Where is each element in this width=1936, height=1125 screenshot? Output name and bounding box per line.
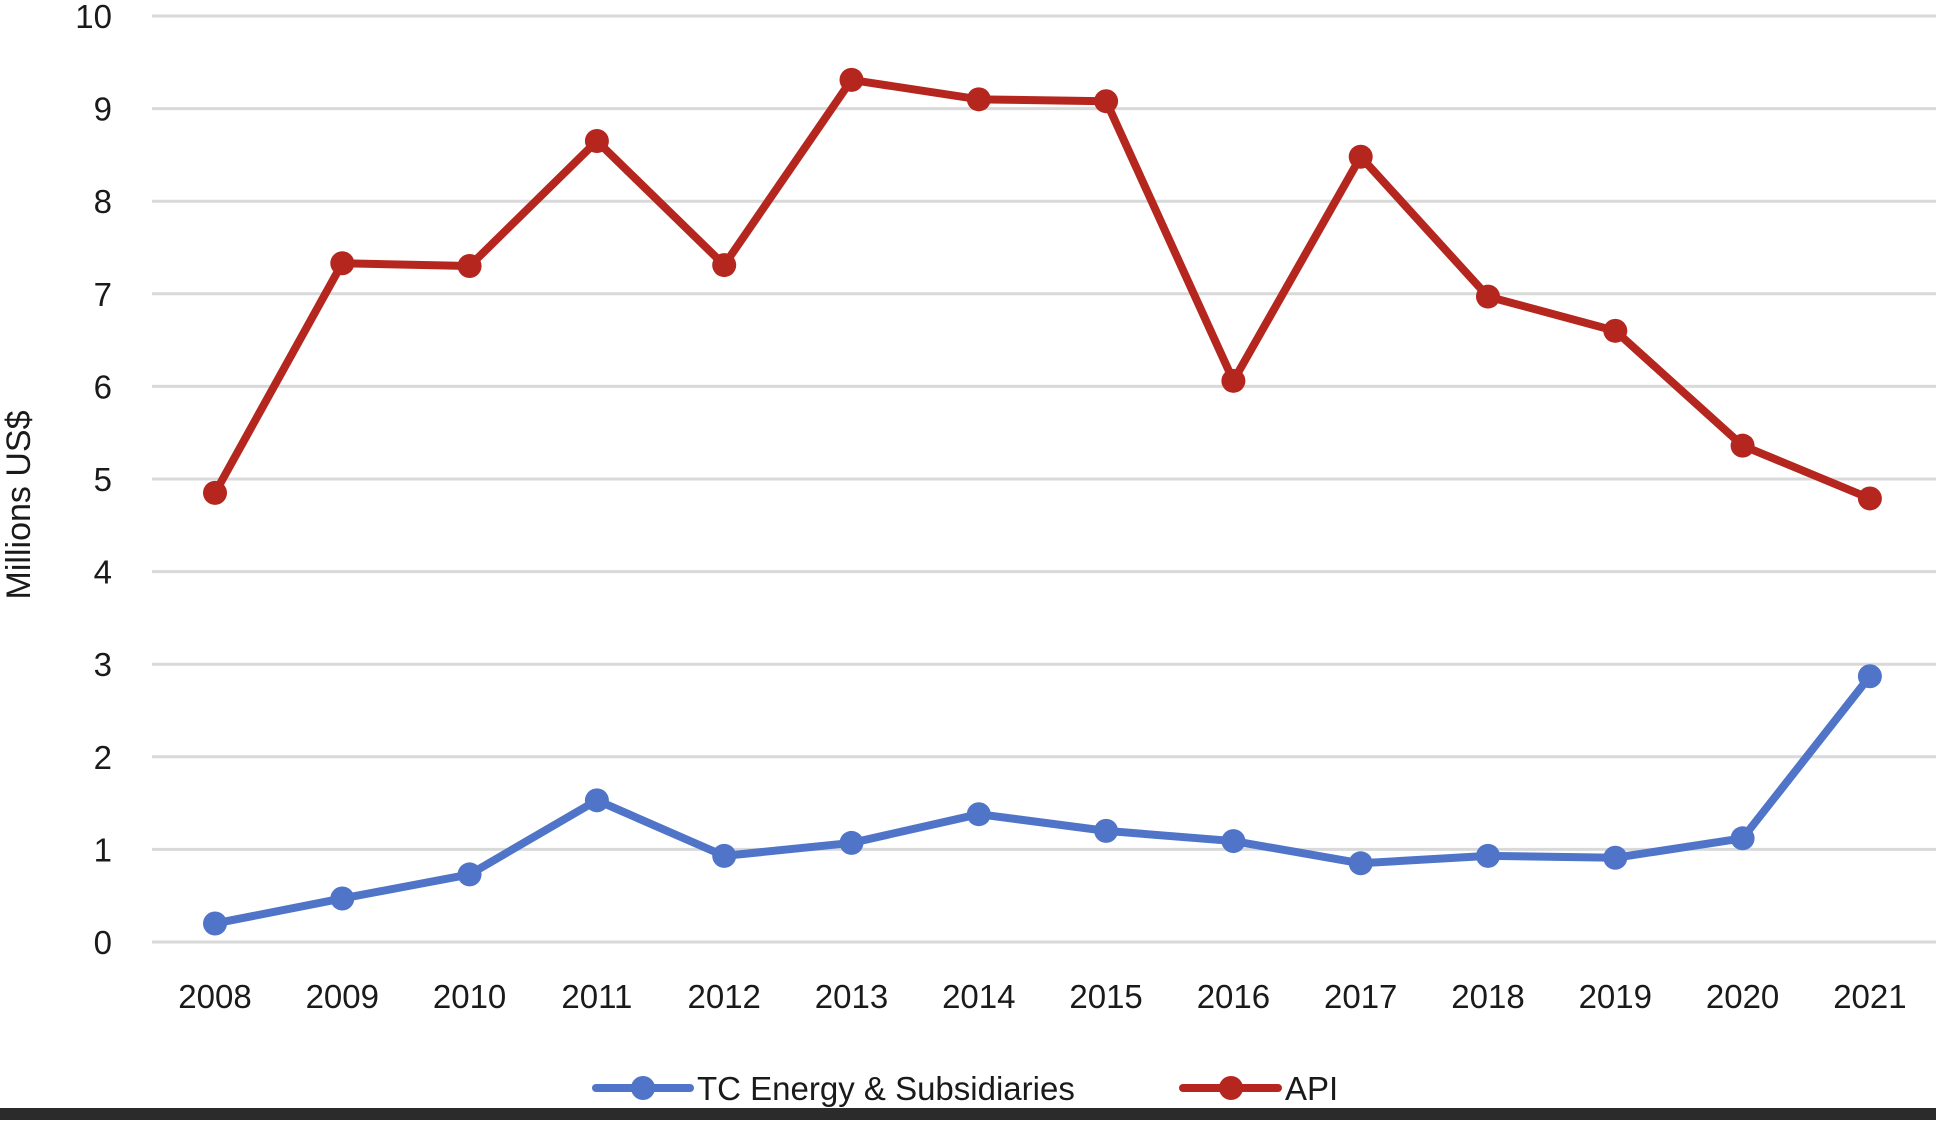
y-tick-label: 1	[94, 831, 112, 868]
data-point	[1221, 829, 1246, 854]
data-point	[966, 802, 991, 827]
data-point	[966, 87, 991, 112]
data-point	[1857, 664, 1882, 689]
series-line	[211, 672, 1874, 928]
data-point	[1476, 284, 1500, 309]
x-tick-label: 2008	[178, 978, 251, 1015]
y-tick-label: 6	[94, 368, 112, 405]
data-point	[1730, 826, 1755, 851]
x-tick-label: 2014	[942, 978, 1015, 1015]
x-tick-label: 2009	[306, 978, 379, 1015]
data-point	[712, 843, 737, 868]
data-point	[330, 251, 355, 276]
data-point	[457, 254, 482, 279]
x-tick-labels: 2008 2009 2010 2011 2012 2013 2014 2015 2016 2017…	[178, 978, 1906, 1015]
data-point	[203, 911, 227, 936]
data-point	[712, 253, 737, 278]
x-tick-label: 2010	[433, 978, 506, 1015]
series-tc-energy	[203, 664, 1882, 936]
legend-item: TC Energy & Subsidiaries	[592, 1070, 1075, 1107]
y-tick-label: 7	[94, 276, 112, 313]
y-tick-label: 10	[75, 0, 112, 35]
data-point	[839, 830, 864, 855]
y-tick-label: 2	[94, 739, 112, 776]
y-tick-label: 8	[94, 183, 112, 220]
bottom-border	[0, 1108, 1936, 1120]
legend-item: API	[1179, 1070, 1338, 1107]
data-point	[584, 129, 609, 154]
data-point	[1730, 433, 1755, 458]
x-tick-label: 2017	[1324, 978, 1397, 1015]
legend-marker	[631, 1076, 655, 1100]
data-point	[330, 886, 355, 911]
series-layer	[203, 67, 1882, 936]
data-point	[1094, 89, 1119, 114]
y-tick-label: 4	[94, 554, 112, 591]
x-tick-label: 2020	[1706, 978, 1779, 1015]
y-tick-label: 5	[94, 461, 112, 498]
data-point	[1476, 843, 1500, 868]
legend-marker	[1219, 1076, 1243, 1100]
data-point	[1221, 368, 1246, 393]
y-tick-labels: 0 1 2 3 4 5 6 7 8 9 10	[75, 0, 112, 961]
data-point	[1348, 144, 1373, 169]
data-point	[457, 862, 482, 887]
legend: TC Energy & Subsidiaries API	[592, 1070, 1338, 1107]
series-line	[211, 75, 1874, 503]
y-tick-label: 9	[94, 91, 112, 128]
data-point	[839, 67, 864, 92]
series-api	[203, 67, 1882, 511]
gridlines	[152, 14, 1936, 944]
data-point	[584, 788, 609, 813]
x-tick-label: 2019	[1579, 978, 1652, 1015]
x-tick-label: 2013	[815, 978, 888, 1015]
data-point	[1603, 318, 1628, 343]
x-tick-label: 2016	[1197, 978, 1270, 1015]
data-point	[1348, 851, 1373, 876]
x-tick-label: 2021	[1833, 978, 1906, 1015]
x-tick-label: 2011	[561, 978, 632, 1015]
y-tick-label: 3	[94, 646, 112, 683]
legend-label: API	[1285, 1070, 1338, 1107]
x-tick-label: 2015	[1069, 978, 1142, 1015]
x-tick-label: 2018	[1451, 978, 1524, 1015]
x-tick-label: 2012	[687, 978, 760, 1015]
y-tick-label: 0	[94, 924, 112, 961]
data-point	[1094, 818, 1119, 843]
legend-label: TC Energy & Subsidiaries	[697, 1070, 1075, 1107]
y-axis-label: Millions US$	[0, 410, 38, 599]
data-point	[1857, 486, 1882, 511]
data-point	[203, 480, 227, 505]
data-point	[1603, 845, 1628, 870]
